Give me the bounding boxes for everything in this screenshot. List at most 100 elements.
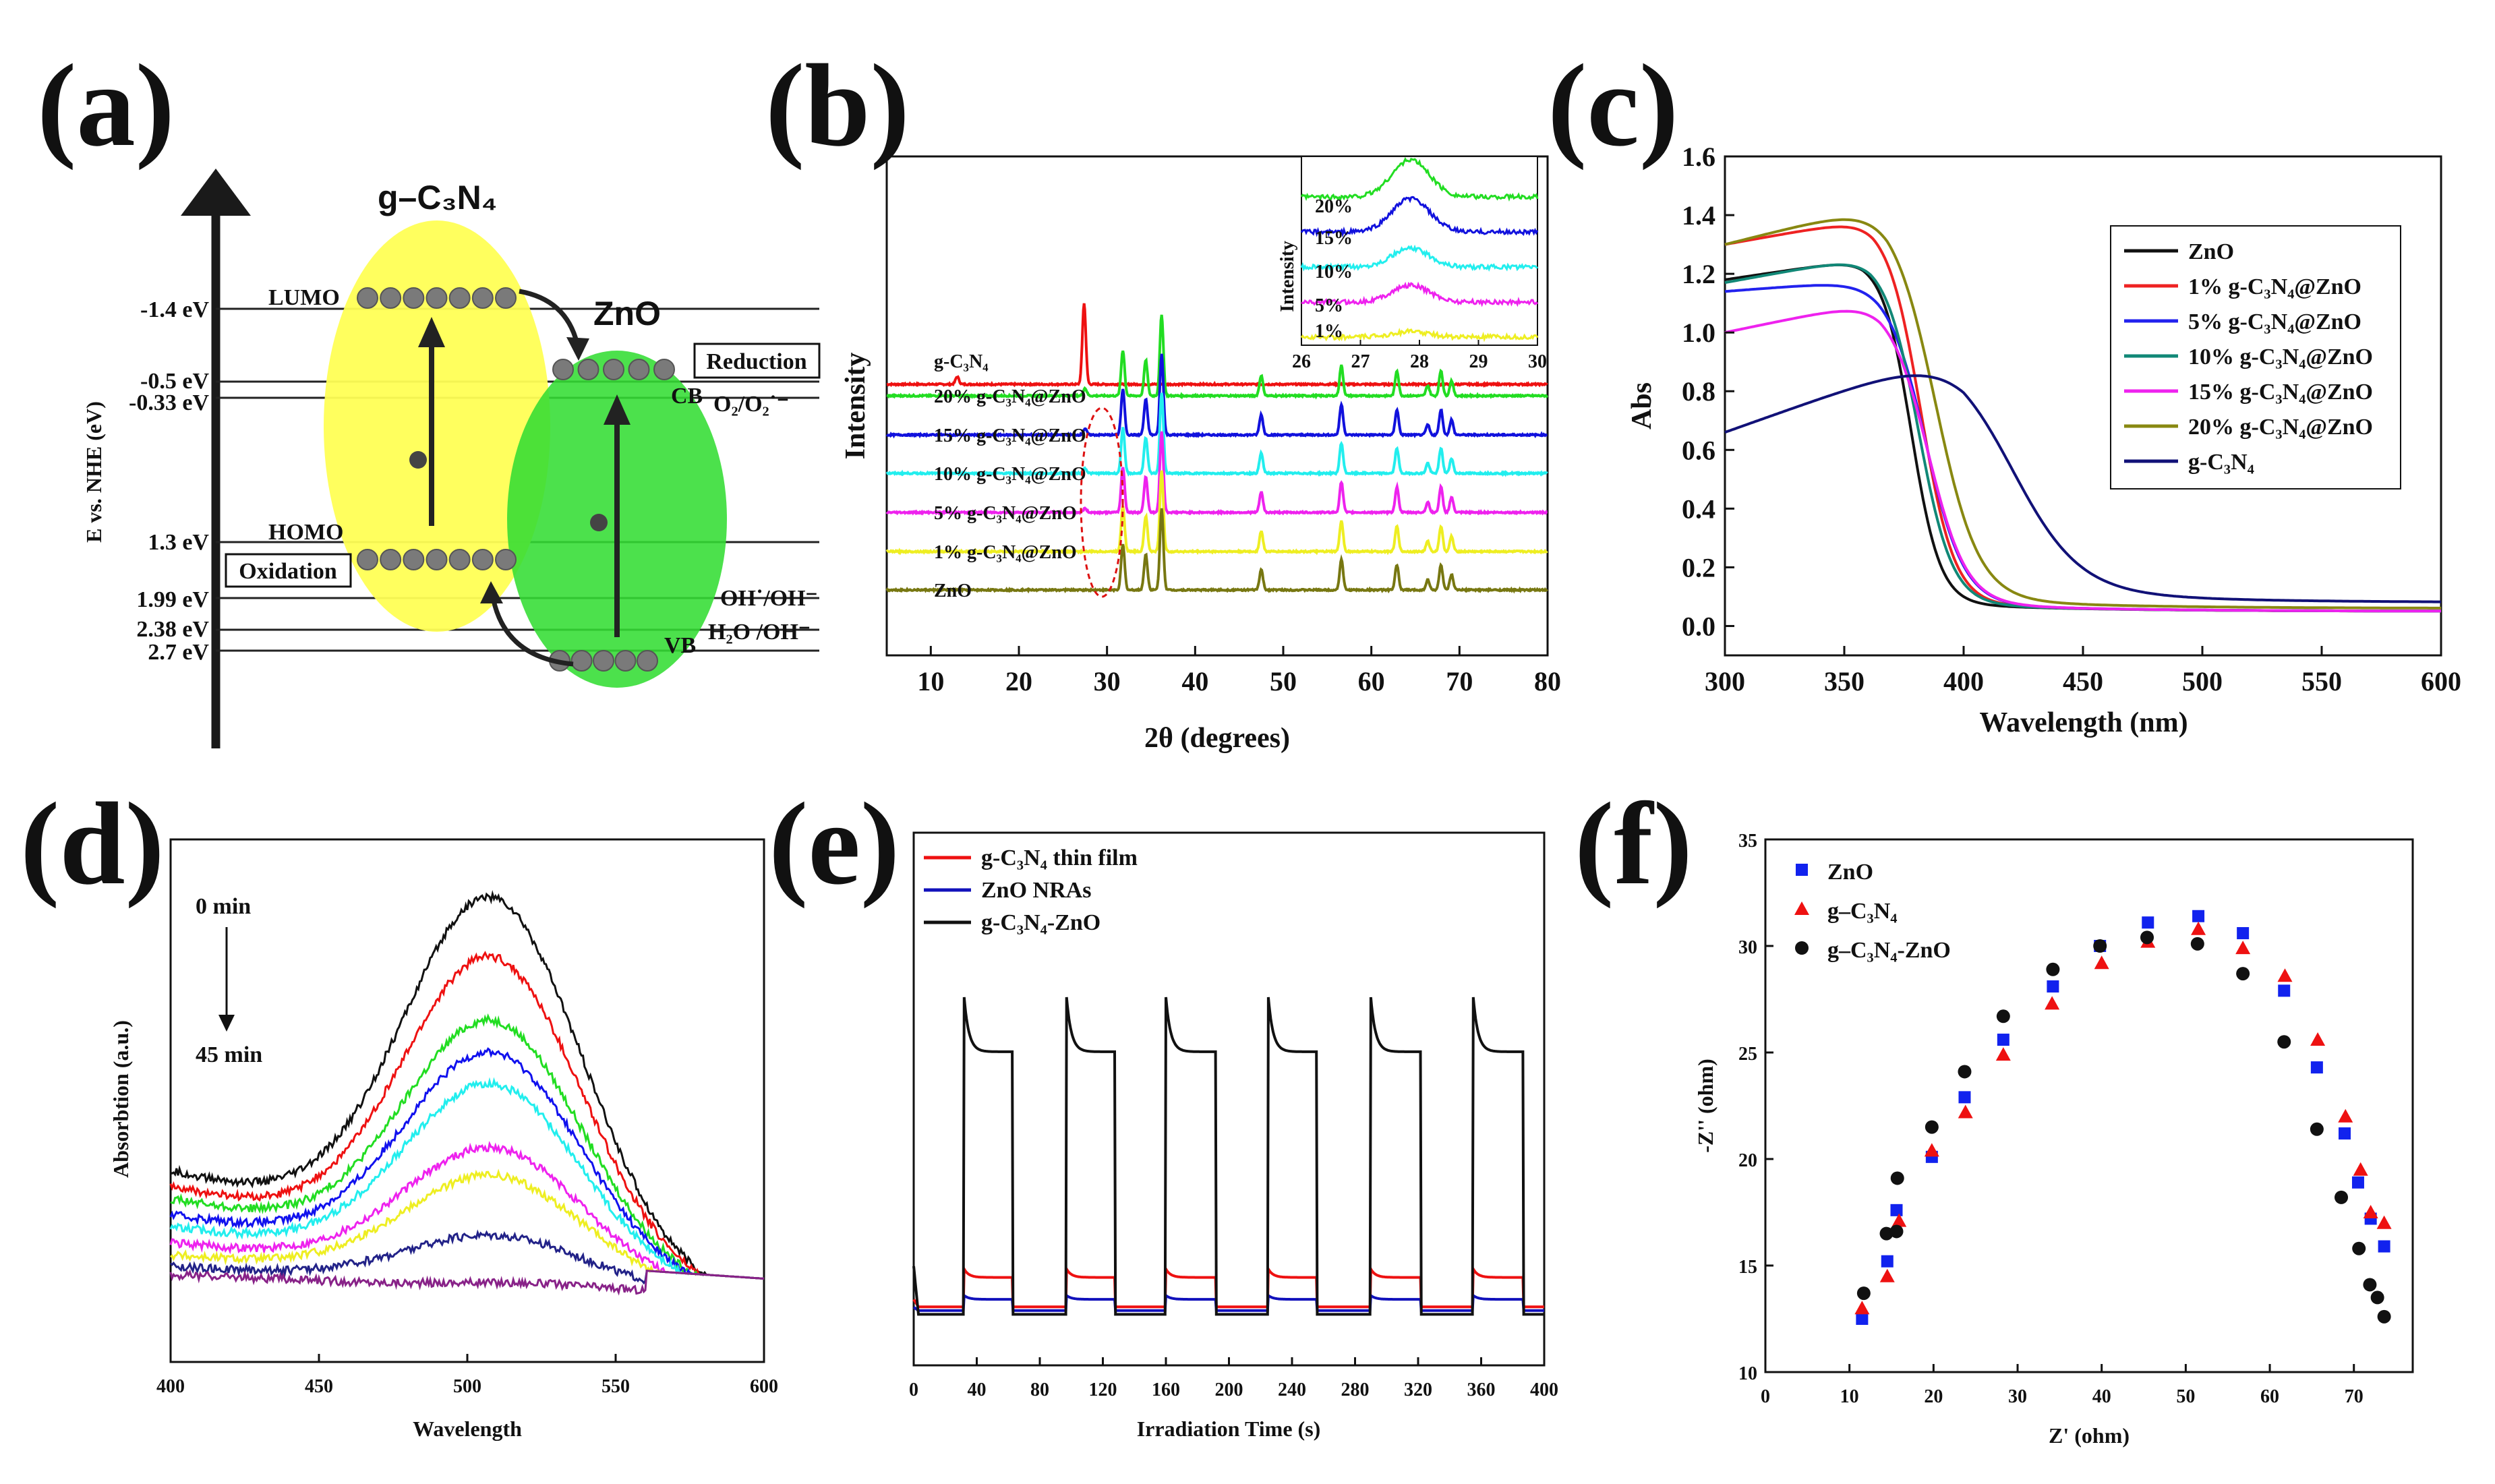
nyquist-xtick-label: 30 (2008, 1386, 2027, 1407)
uv-legend-label: 10% g-C₃N₄@ZnO (2188, 345, 2373, 369)
gcn-arrowhead (418, 317, 445, 347)
photocurrent-series-line (912, 997, 1544, 1316)
uv-ytick-label: 1.2 (1682, 259, 1715, 289)
chart-b-inset-xticks: 26 27 28 29 30 (1292, 340, 1547, 372)
charge-carrier-ball (403, 287, 425, 309)
nyquist-point-square (2237, 927, 2250, 940)
charge-carrier-ball (357, 549, 378, 570)
chart-e-series (912, 997, 1544, 1316)
hole-transfer-arrow (490, 593, 574, 667)
charge-carrier-ball (471, 287, 494, 309)
nyquist-point-square (1890, 1204, 1903, 1216)
gcn-hole-ball (409, 451, 427, 469)
lumo-electrons (357, 287, 517, 309)
nyquist-legend-label: g–C₃N₄-ZnO (1827, 938, 1951, 963)
nyquist-point-circle (2352, 1241, 2366, 1255)
xrd-series-label: g-C₃N₄ (934, 351, 989, 372)
charge-carrier-ball (552, 359, 574, 380)
nyquist-point-circle (2363, 1278, 2377, 1292)
chart-b-xlabel: 2θ (degrees) (1144, 723, 1290, 754)
xrd-series-line (886, 314, 1549, 400)
photocurrent-xtick-label: 160 (1152, 1379, 1180, 1400)
panel-label-f: (f) (1575, 778, 1693, 909)
xrd-series-label: 5% g-C₃N₄@ZnO (934, 503, 1077, 524)
xrd-xtick-label: 40 (1181, 666, 1208, 696)
nyquist-point-triangle (1995, 1047, 2011, 1061)
charge-carrier-ball (380, 549, 402, 570)
photocurrent-series-line (912, 1293, 1544, 1312)
uv-legend-label: g-C₃N₄ (2188, 450, 2254, 475)
nyquist-point-circle (1856, 1286, 1871, 1301)
nyquist-xtick-label: 20 (1924, 1386, 1943, 1407)
nyquist-point-triangle (1854, 1301, 1870, 1315)
chart-b-inset-frame (1301, 156, 1538, 346)
charge-carrier-ball (380, 287, 402, 309)
chart-f-xlabel: Z' (ohm) (2049, 1423, 2130, 1448)
nyquist-point-square (1997, 1034, 2009, 1046)
chart-c-legend: ZnO 1% g-C₃N₄@ZnO 5% g-C₃N₄@ZnO 10% g-C₃N₄@… (2124, 239, 2373, 475)
energy-axis-label: E vs. NHE (eV) (82, 401, 106, 543)
homo-holes (357, 549, 517, 570)
nyquist-ytick-label: 30 (1738, 937, 1757, 958)
nyquist-xtick-label: 0 (1761, 1386, 1770, 1407)
chart-c-ticks: 300 350 400 450 500 550 600 0.0 0.2 0.4 0.6 0.8 1.0 1… (1682, 142, 2461, 696)
nyquist-ytick-label: 20 (1738, 1150, 1757, 1171)
chart-b-ylabel: Intensity (840, 353, 871, 460)
photocurrent-xtick-label: 40 (968, 1379, 987, 1400)
nyquist-point-circle (2377, 1309, 2391, 1324)
nyquist-point-circle (2190, 937, 2204, 951)
chart-e: 0 40 80 120 160 200 240 280 320 360 400 Irradiatio… (909, 831, 1558, 1441)
nyquist-xtick-label: 60 (2260, 1386, 2279, 1407)
chart-e-xticks: 0 40 80 120 160 200 240 280 320 360 400 (909, 1357, 1558, 1400)
nyquist-ytick-label: 35 (1738, 831, 1757, 852)
xrd-series-label: 10% g-C₃N₄@ZnO (934, 464, 1086, 485)
h2o-redox-label: H₂O /OH⁻ (708, 620, 811, 645)
reduction-box (693, 343, 821, 379)
inset-xtick-label: 30 (1528, 351, 1547, 372)
absorption-xtick-label: 500 (453, 1376, 481, 1397)
uv-ytick-label: 1.4 (1682, 200, 1715, 231)
oxidation-box (225, 553, 352, 588)
photocurrent-xtick-label: 280 (1341, 1379, 1370, 1400)
xrd-xtick-label: 50 (1270, 666, 1297, 696)
oh-redox-label: OH˙/OH⁻ (720, 586, 818, 611)
photocurrent-xtick-label: 80 (1030, 1379, 1049, 1400)
charge-carrier-ball (628, 359, 650, 380)
uv-legend-label: 5% g-C₃N₄@ZnO (2188, 309, 2361, 334)
xrd-series-label: 1% g-C₃N₄@ZnO (934, 542, 1077, 563)
charge-carrier-ball (471, 549, 494, 570)
lumo-label: LUMO (268, 285, 340, 310)
nyquist-ytick-label: 15 (1738, 1257, 1757, 1278)
chart-e-legend: g-C₃N₄ thin film ZnO NRAs g-C₃N₄-ZnO (924, 845, 1138, 935)
xrd-xtick-label: 60 (1358, 666, 1385, 696)
absorption-series-line (170, 890, 765, 1280)
chart-d-xlabel: Wavelength (413, 1417, 522, 1441)
nyquist-point-square (2192, 910, 2205, 922)
absorption-series-line (170, 1013, 765, 1280)
inset-xtick-label: 28 (1410, 351, 1429, 372)
chart-c-ylabel: Abs (1626, 382, 1657, 429)
xrd-xtick-label: 10 (917, 666, 944, 696)
chart-f-ylabel: -Z'' (ohm) (1693, 1059, 1718, 1153)
charge-carrier-ball (614, 650, 637, 672)
reduction-label: Reduction (706, 349, 806, 374)
inset-xtick-label: 26 (1292, 351, 1311, 372)
nyquist-legend-marker (1796, 864, 1808, 876)
photocurrent-legend-label: g-C₃N₄ thin film (981, 845, 1138, 870)
uv-series-line (1724, 309, 2441, 613)
panel-label-e: (e) (769, 778, 900, 909)
photocurrent-xtick-label: 400 (1530, 1379, 1558, 1400)
charge-carrier-ball (448, 549, 471, 570)
inset-series-label: 1% (1315, 321, 1343, 342)
charge-carrier-ball (425, 287, 448, 309)
chart-b-frame (885, 155, 1549, 657)
nyquist-xtick-label: 50 (2176, 1386, 2195, 1407)
chart-d: 400 450 500 550 600 Wavelength Absorbtion (a… (109, 838, 778, 1441)
xrd-series-label: 15% g-C₃N₄@ZnO (934, 425, 1086, 446)
nyquist-point-circle (2236, 967, 2250, 981)
photocurrent-xtick-label: 240 (1278, 1379, 1306, 1400)
nyquist-point-triangle (2353, 1162, 2368, 1176)
